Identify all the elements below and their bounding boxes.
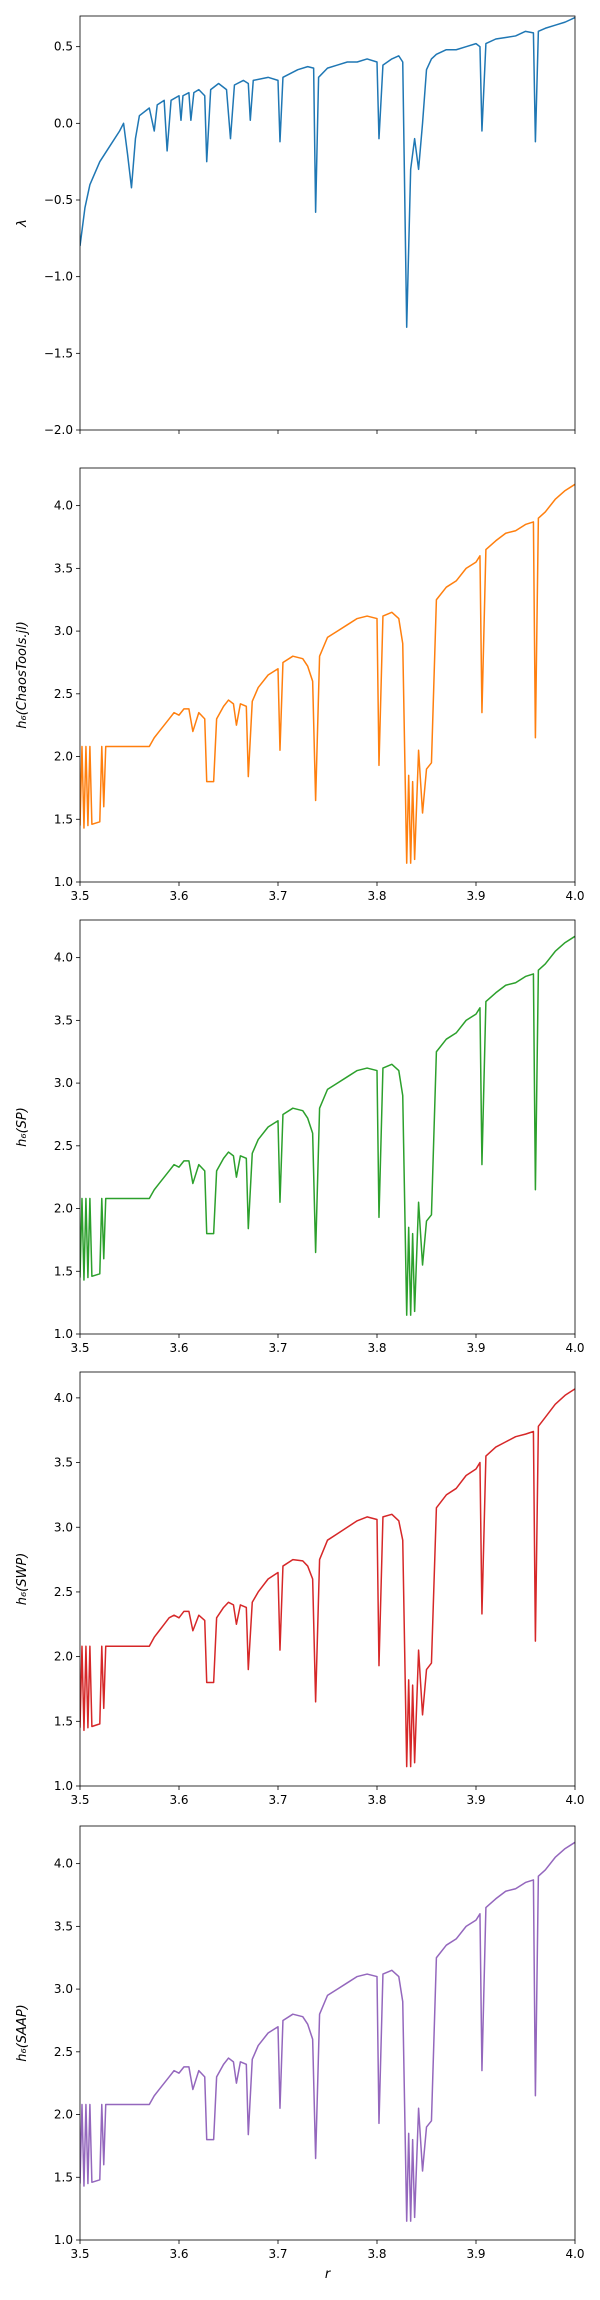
ytick-label-1-4: −1.0 <box>44 270 73 284</box>
xtick-label-5-6: 4.0 <box>565 2247 584 2261</box>
ylabel-1: λ <box>15 219 30 228</box>
ytick-label-5-3: 3.0 <box>54 1982 73 1996</box>
subplot-1: 0.5 0.0 −0.5 −1.0 −1.5 −2.0 λ <box>15 15 576 437</box>
ylabel-2: h₆(ChaosTools.jl) <box>15 621 30 729</box>
ytick-label-4-5: 2.0 <box>54 1650 73 1664</box>
subplot-4: 4.03.53.02.52.01.51.03.5 3.6 3.7 3.8 3.9 4.0h… <box>15 1371 585 1807</box>
ytick-label-5-7: 1.0 <box>54 2233 73 2247</box>
ytick-label-2-6: 1.5 <box>54 812 73 826</box>
xtick-label-4-4: 3.8 <box>367 1793 386 1807</box>
ytick-label-5-2: 3.5 <box>54 1919 73 1933</box>
xtick-label-5-2: 3.6 <box>169 2247 188 2261</box>
ytick-label-2-2: 3.5 <box>54 561 73 575</box>
xtick-label-4-1: 3.5 <box>70 1793 89 1807</box>
ytick-label-2-1: 4.0 <box>54 499 73 513</box>
series-line-5-1 <box>80 1841 575 2222</box>
ytick-label-4-2: 3.5 <box>54 1456 73 1470</box>
axes-frame-1 <box>79 15 576 431</box>
ytick-label-4-3: 3.0 <box>54 1520 73 1534</box>
subplot-2: 4.03.53.02.52.01.51.03.5 3.6 3.7 3.8 3.9 4.0h… <box>15 467 585 903</box>
ytick-label-4-4: 2.5 <box>54 1585 73 1599</box>
ytick-label-2-7: 1.0 <box>54 875 73 889</box>
ytick-label-3-5: 2.0 <box>54 1202 73 1216</box>
ytick-label-5-1: 4.0 <box>54 1857 73 1871</box>
xtick-label-2-3: 3.7 <box>268 889 287 903</box>
axes-frame-3 <box>79 919 576 1335</box>
ylabel-3: h₆(SP) <box>15 1107 30 1147</box>
ytick-label-3-2: 3.5 <box>54 1013 73 1027</box>
axes-frame-2 <box>79 467 576 883</box>
ytick-label-1-1: 0.5 <box>54 40 73 54</box>
ytick-label-2-4: 2.5 <box>54 687 73 701</box>
ytick-label-4-7: 1.0 <box>54 1779 73 1793</box>
xtick-label-3-3: 3.7 <box>268 1341 287 1355</box>
series-line-3-1 <box>80 935 575 1316</box>
ytick-label-4-1: 4.0 <box>54 1391 73 1405</box>
series-line-1-1 <box>80 16 575 329</box>
ytick-label-1-5: −1.5 <box>44 346 73 360</box>
xtick-label-2-4: 3.8 <box>367 889 386 903</box>
ytick-label-3-6: 1.5 <box>54 1264 73 1278</box>
xtick-label-5-3: 3.7 <box>268 2247 287 2261</box>
ytick-label-1-2: 0.0 <box>54 116 73 130</box>
xtick-label-2-5: 3.9 <box>466 889 485 903</box>
xtick-label-3-2: 3.6 <box>169 1341 188 1355</box>
axes-frame-5 <box>79 1825 576 2241</box>
ytick-label-2-3: 3.0 <box>54 624 73 638</box>
ytick-label-3-7: 1.0 <box>54 1327 73 1341</box>
ylabel-4: h₆(SWP) <box>15 1553 30 1606</box>
series-line-2-1 <box>80 483 575 864</box>
xtick-label-5-1: 3.5 <box>70 2247 89 2261</box>
xtick-label-4-2: 3.6 <box>169 1793 188 1807</box>
xtick-label-2-1: 3.5 <box>70 889 89 903</box>
ytick-label-5-6: 1.5 <box>54 2170 73 2184</box>
xtick-label-3-4: 3.8 <box>367 1341 386 1355</box>
ytick-label-1-3: −0.5 <box>44 193 73 207</box>
ytick-label-2-5: 2.0 <box>54 750 73 764</box>
subplot-5: 4.03.53.02.52.01.51.03.5 3.6 3.7 3.8 3.9 4.0h… <box>15 1825 585 2282</box>
xtick-label-2-2: 3.6 <box>169 889 188 903</box>
ytick-label-4-6: 1.5 <box>54 1714 73 1728</box>
xtick-label-3-1: 3.5 <box>70 1341 89 1355</box>
xtick-label-5-5: 3.9 <box>466 2247 485 2261</box>
xtick-label-4-5: 3.9 <box>466 1793 485 1807</box>
xlabel-5: r <box>325 2267 332 2282</box>
xtick-label-3-6: 4.0 <box>565 1341 584 1355</box>
xtick-label-2-6: 4.0 <box>565 889 584 903</box>
ytick-label-5-5: 2.0 <box>54 2108 73 2122</box>
xtick-label-4-3: 3.7 <box>268 1793 287 1807</box>
xtick-label-4-6: 4.0 <box>565 1793 584 1807</box>
ylabel-5: h₆(SAAP) <box>15 2004 30 2061</box>
ytick-label-3-4: 2.5 <box>54 1139 73 1153</box>
ytick-label-5-4: 2.5 <box>54 2045 73 2059</box>
ytick-label-3-1: 4.0 <box>54 951 73 965</box>
xtick-label-3-5: 3.9 <box>466 1341 485 1355</box>
xtick-label-5-4: 3.8 <box>367 2247 386 2261</box>
ytick-label-3-3: 3.0 <box>54 1076 73 1090</box>
subplot-3: 4.03.53.02.52.01.51.03.5 3.6 3.7 3.8 3.9 4.0h… <box>15 919 585 1355</box>
ytick-label-1-6: −2.0 <box>44 423 73 437</box>
series-line-4-1 <box>80 1388 575 1768</box>
axes-frame-4 <box>79 1371 576 1787</box>
